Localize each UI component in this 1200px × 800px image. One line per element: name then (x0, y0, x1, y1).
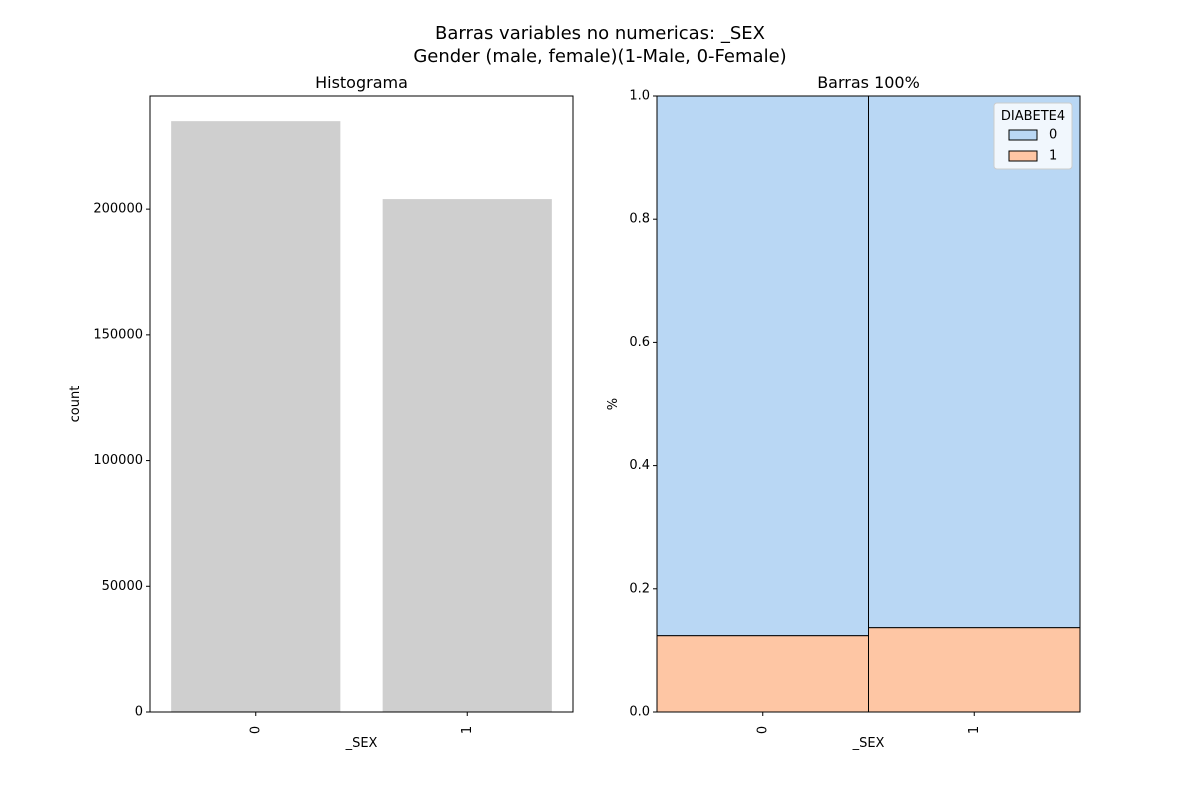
histogram-y-tick-label: 50000 (102, 579, 143, 594)
histogram-x-label: _SEX (345, 736, 378, 751)
stacked-y-tick-label: 0.0 (629, 705, 650, 720)
stacked-frame (656, 95, 1081, 713)
legend-entries: 01 (1008, 128, 1057, 164)
stacked-bar-1-diabete4-0 (868, 95, 1081, 629)
histogram-y-tick-label: 200000 (93, 202, 143, 217)
histogram-y-tick-label: 0 (135, 705, 143, 720)
histogram-bar-0 (171, 121, 341, 712)
stacked-x-tick-label: 1 (967, 726, 982, 734)
histogram-y-label: count (68, 386, 83, 423)
legend-title: DIABETE4 (1001, 109, 1065, 124)
histogram-title: Histograma (315, 73, 408, 92)
stacked-y-tick-label: 0.6 (629, 335, 650, 350)
histogram-x-tick-label: 1 (460, 726, 475, 734)
legend-label-1: 1 (1049, 149, 1057, 164)
stacked-y-tick-label: 0.4 (629, 458, 650, 473)
stacked-bars (656, 95, 1081, 713)
stacked-y-ticks: 0.0 0.2 0.4 0.6 0.8 1.0 (629, 89, 657, 720)
histogram-x-tick-label: 0 (248, 726, 263, 734)
histogram-bar-1 (382, 199, 552, 713)
legend: DIABETE4 01 (993, 102, 1073, 170)
stacked-bar-1-diabete4-1 (868, 627, 1081, 713)
figure-title-line2: Gender (male, female)(1-Male, 0-Female) (413, 46, 786, 67)
stacked-bar-0-diabete4-0 (656, 95, 869, 637)
stacked-title: Barras 100% (817, 73, 920, 92)
histogram-y-tick-label: 150000 (93, 327, 143, 342)
legend-swatch-0 (1008, 129, 1038, 141)
stacked-y-label: % (606, 398, 621, 410)
histogram-y-tick-label: 100000 (93, 453, 143, 468)
histogram-y-ticks: 0 50000 100000 150000 200000 (93, 202, 150, 720)
stacked-y-tick-label: 1.0 (629, 89, 650, 104)
stacked-y-tick-label: 0.2 (629, 581, 650, 596)
stacked-y-tick-label: 0.8 (629, 212, 650, 227)
histogram-bars (171, 121, 552, 713)
legend-swatch-1 (1008, 150, 1038, 162)
legend-label-0: 0 (1049, 128, 1057, 143)
stacked-x-tick-label: 0 (755, 726, 770, 734)
histogram-frame (149, 95, 574, 713)
stacked-bar-0-diabete4-1 (656, 635, 869, 713)
stacked-x-label: _SEX (852, 736, 885, 751)
figure-title-line1: Barras variables no numericas: _SEX (435, 23, 765, 44)
